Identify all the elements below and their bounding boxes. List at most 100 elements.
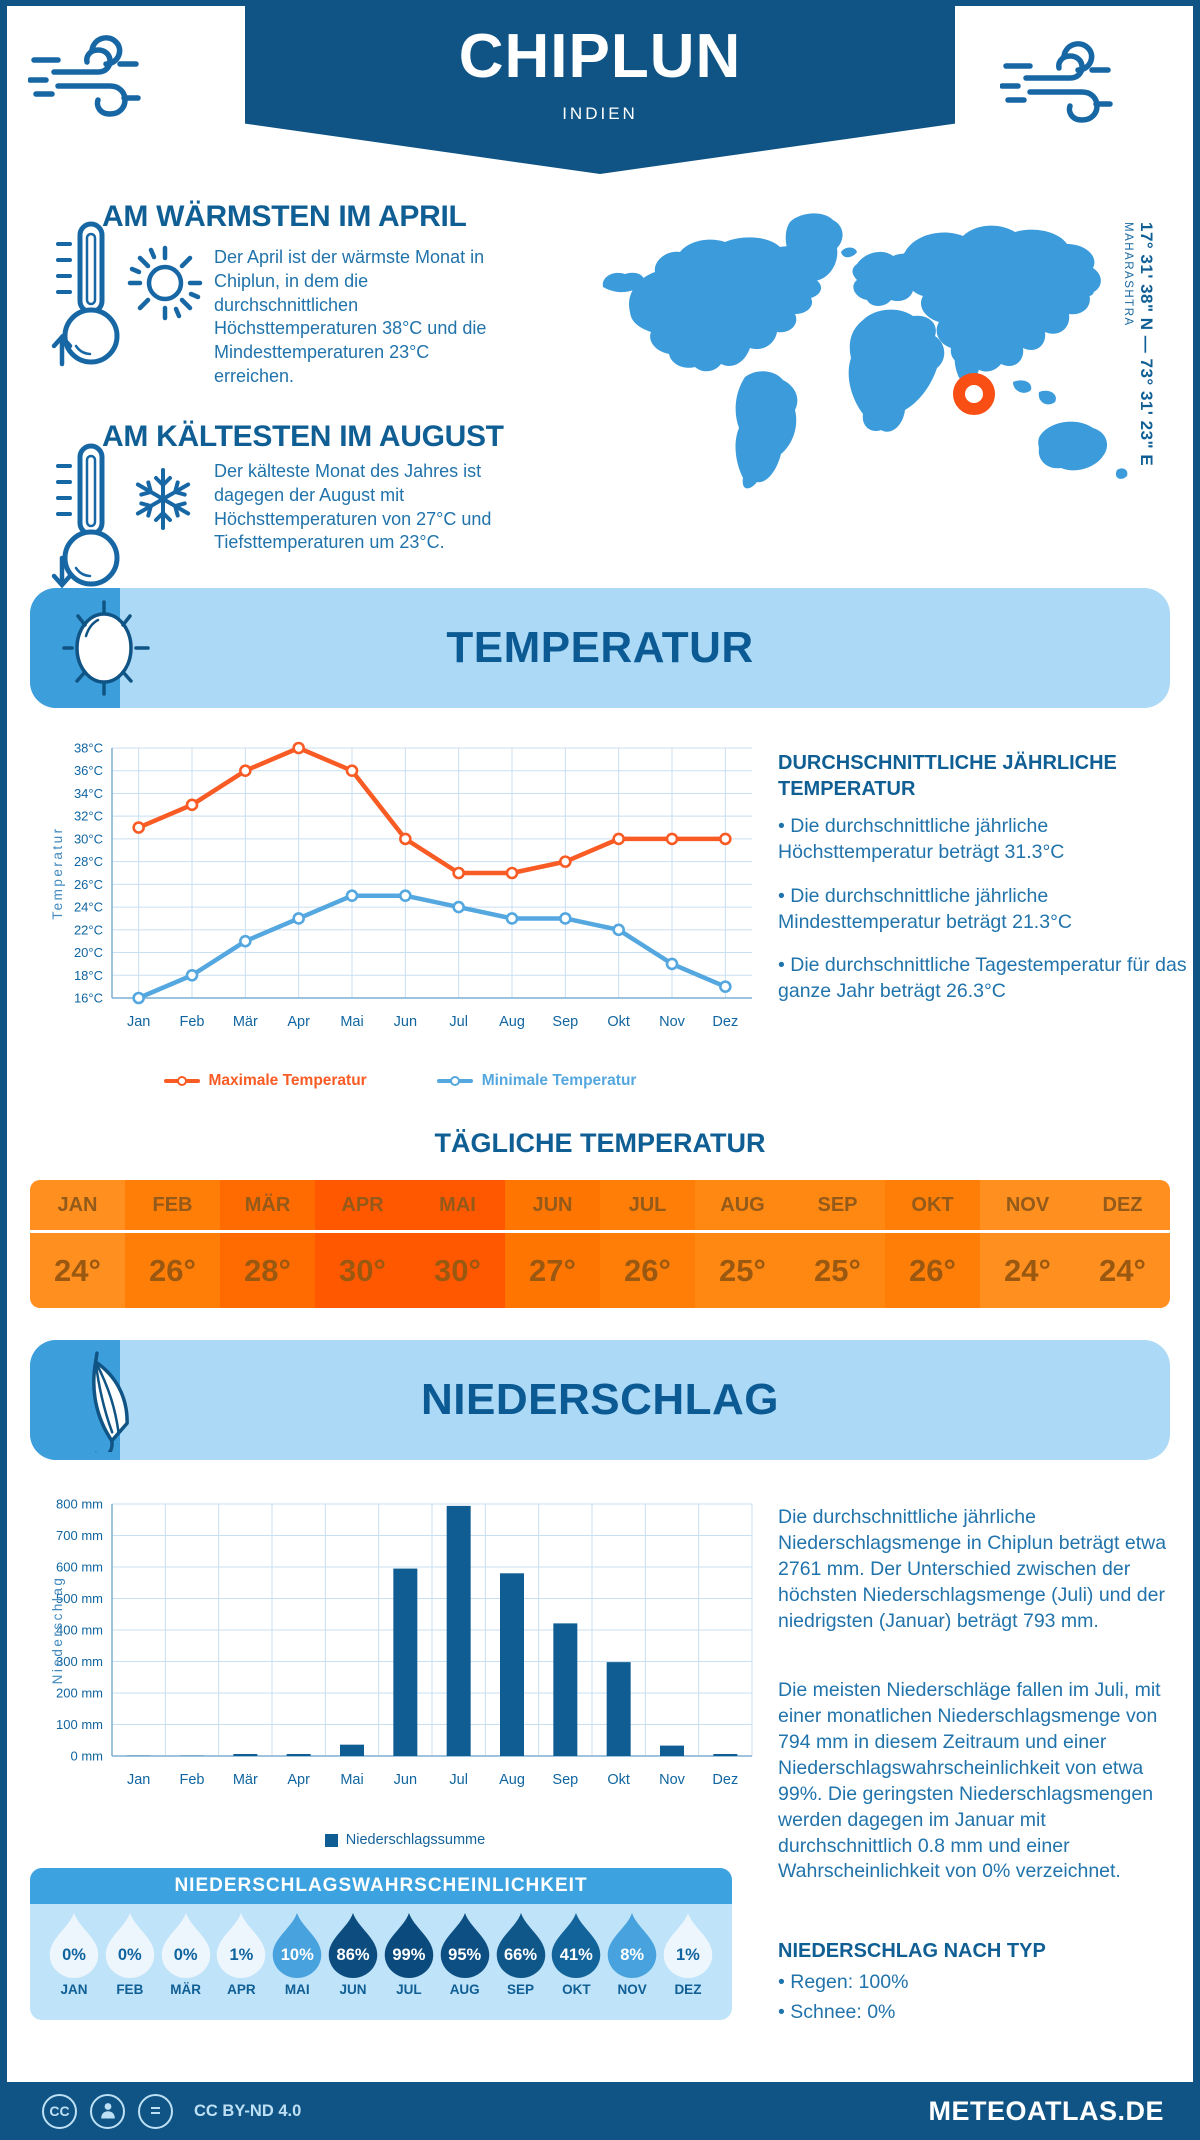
probability-value: 0% — [62, 1946, 86, 1964]
temperature-stat-day: • Die durchschnittliche Tagestemperatur … — [778, 954, 1187, 1002]
precipitation-bar — [553, 1623, 578, 1756]
warmest-heading: AM WÄRMSTEN IM APRIL — [102, 200, 467, 233]
svg-text:Niederschlag: Niederschlag — [50, 1576, 65, 1685]
daily-temperature-value: 28° — [220, 1233, 315, 1308]
no-derivatives-icon: = — [138, 2093, 173, 2129]
daily-table-column: OKT 26° — [885, 1180, 980, 1308]
svg-text:600 mm: 600 mm — [56, 1560, 103, 1575]
svg-text:Temperatur: Temperatur — [50, 826, 65, 919]
frame-left — [0, 0, 7, 2140]
daily-month-label: MÄR — [220, 1180, 315, 1233]
daily-temperature-value: 25° — [695, 1233, 790, 1308]
footer: CC = CC BY-ND 4.0 METEOATLAS.DE — [0, 2082, 1200, 2140]
svg-text:32°C: 32°C — [74, 809, 103, 824]
svg-text:Jul: Jul — [449, 1772, 468, 1788]
sun-icon — [62, 600, 150, 696]
daily-month-label: JAN — [30, 1180, 125, 1233]
legend-max-label: Maximale Temperatur — [208, 1072, 367, 1089]
probability-value: 95% — [448, 1946, 482, 1964]
probability-month-label: JUN — [339, 1982, 367, 1997]
probability-month-label: AUG — [449, 1982, 480, 1997]
droplet-icon — [328, 1912, 378, 1978]
precipitation-type-rain: • Regen: 100% — [778, 1971, 909, 1993]
svg-text:Sep: Sep — [552, 1772, 578, 1788]
daily-table-column: SEP 25° — [790, 1180, 885, 1308]
daily-table-column: JAN 24° — [30, 1180, 125, 1308]
droplet-icon — [105, 1912, 155, 1978]
map-coordinates-block: MAHARASHTRA 17° 31' 38" N — 73° 31' 23" … — [1122, 222, 1156, 490]
legend-item-max: Maximale Temperatur — [163, 1072, 367, 1090]
legend-square — [324, 1833, 338, 1847]
svg-text:38°C: 38°C — [74, 741, 103, 756]
svg-text:800 mm: 800 mm — [56, 1497, 103, 1512]
site-label: METEOATLAS.DE — [928, 2095, 1164, 2126]
daily-temperature-value: 30° — [315, 1233, 410, 1308]
region-label: MAHARASHTRA — [1122, 222, 1134, 327]
daily-month-label: NOV — [980, 1180, 1075, 1233]
svg-text:Feb: Feb — [180, 1014, 205, 1030]
svg-text:300 mm: 300 mm — [56, 1654, 103, 1669]
svg-text:Jan: Jan — [127, 1014, 150, 1030]
droplet-icon — [384, 1912, 434, 1978]
probability-droplet: 1% APR — [215, 1912, 267, 1997]
svg-text:Okt: Okt — [607, 1772, 630, 1788]
daily-month-label: FEB — [125, 1180, 220, 1233]
svg-text:36°C: 36°C — [74, 763, 103, 778]
probability-droplet: 41% OKT — [550, 1912, 602, 1997]
svg-text:Dez: Dez — [712, 1772, 738, 1788]
legend-min-marker — [436, 1076, 473, 1086]
wind-icon — [28, 35, 141, 117]
daily-month-label: DEZ — [1075, 1180, 1170, 1233]
probability-droplet: 10% MAI — [271, 1912, 323, 1997]
page-subtitle: INDIEN — [562, 104, 638, 123]
wind-icon — [1000, 41, 1113, 123]
svg-text:Mär: Mär — [233, 1014, 258, 1030]
temperature-stat-min: • Die durchschnittliche jährliche Mindes… — [778, 885, 1072, 933]
probability-droplet: 95% AUG — [439, 1912, 491, 1997]
daily-temperature-value: 26° — [600, 1233, 695, 1308]
svg-text:Sep: Sep — [552, 1014, 578, 1030]
daily-table-column: JUL 26° — [600, 1180, 695, 1308]
precipitation-legend-label: Niederschlagssumme — [345, 1832, 486, 1848]
svg-text:Nov: Nov — [659, 1014, 686, 1030]
svg-text:100 mm: 100 mm — [56, 1717, 103, 1732]
frame-top — [0, 0, 1200, 6]
precipitation-bar — [660, 1745, 684, 1756]
probability-value: 41% — [559, 1946, 593, 1964]
probability-droplet: 66% SEP — [495, 1912, 547, 1997]
probability-month-label: SEP — [506, 1982, 534, 1997]
page-title: CHIPLUN — [458, 22, 742, 91]
probability-month-label: DEZ — [674, 1982, 702, 1997]
droplet-icon — [217, 1912, 266, 1978]
svg-text:34°C: 34°C — [74, 786, 103, 801]
droplet-icon — [496, 1912, 545, 1978]
svg-text:Dez: Dez — [712, 1014, 738, 1030]
probability-value: 1% — [229, 1946, 254, 1964]
daily-temperature-heading: TÄGLICHE TEMPERATUR — [434, 1128, 766, 1158]
svg-text:Mai: Mai — [340, 1772, 363, 1788]
temperature-stat-max: • Die durchschnittliche jährliche Höchst… — [778, 815, 1065, 863]
probability-droplet: 0% MÄR — [160, 1912, 212, 1997]
daily-table-column: FEB 26° — [125, 1180, 220, 1308]
svg-text:Jun: Jun — [394, 1014, 417, 1030]
probability-value: 8% — [620, 1946, 645, 1964]
daily-month-label: MAI — [410, 1180, 505, 1233]
thermometer-up-icon — [51, 221, 120, 367]
probability-droplet: 0% FEB — [104, 1912, 156, 1997]
temperature-legend: Maximale Temperatur Minimale Temperatur — [100, 1072, 700, 1090]
daily-temperature-value: 25° — [790, 1233, 885, 1308]
legend-min-label: Minimale Temperatur — [481, 1072, 637, 1089]
daily-month-label: AUG — [695, 1180, 790, 1233]
attribution-person-icon — [90, 2093, 125, 2129]
daily-temperature-value: 24° — [30, 1233, 125, 1308]
snowflake-icon — [135, 468, 191, 530]
daily-temperature-value: 30° — [410, 1233, 505, 1308]
daily-month-label: SEP — [790, 1180, 885, 1233]
svg-text:Mai: Mai — [340, 1014, 363, 1030]
probability-value: 66% — [503, 1946, 538, 1964]
precipitation-type-heading: NIEDERSCHLAG NACH TYP — [778, 1940, 1046, 1962]
probability-month-label: APR — [227, 1982, 256, 1997]
precipitation-bar — [233, 1754, 258, 1756]
precipitation-bar — [340, 1744, 364, 1756]
